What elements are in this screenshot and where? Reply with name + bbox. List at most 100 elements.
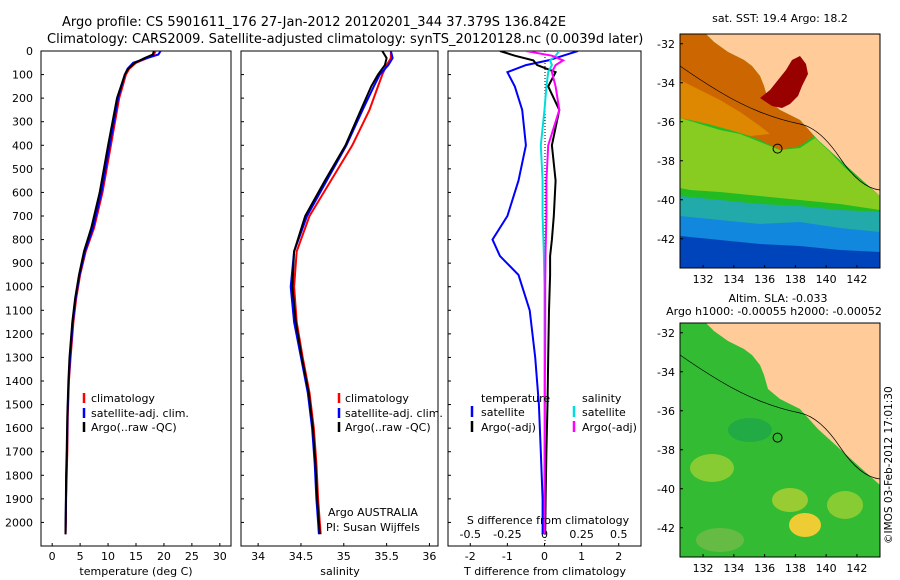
map-y-tick-label: -36 bbox=[657, 116, 675, 129]
sst-deep-blue-band bbox=[680, 236, 880, 268]
map-x-tick-label: 142 bbox=[846, 562, 867, 575]
x-tick-label: 25 bbox=[185, 550, 199, 563]
sst-map-frame bbox=[679, 33, 881, 269]
difference-x-ticks: -2 -1 0 1 2 bbox=[465, 543, 622, 563]
map-y-tick-label: -34 bbox=[657, 77, 675, 90]
sla-anomaly-peak bbox=[789, 513, 821, 537]
s-tick-label: 0.5 bbox=[610, 528, 628, 541]
map-y-tick-label: -42 bbox=[657, 522, 675, 535]
x-tick-label: 0 bbox=[541, 550, 548, 563]
sla-anomaly-high bbox=[696, 528, 744, 552]
series-line-climatology bbox=[293, 51, 392, 535]
map-x-tick-label: 136 bbox=[754, 273, 775, 286]
series-line-argo-raw-qc- bbox=[291, 51, 388, 535]
depth-tick-label: 1300 bbox=[5, 351, 33, 364]
x-tick-label: 15 bbox=[129, 550, 143, 563]
temperature-x-label: temperature (deg C) bbox=[79, 565, 192, 578]
map-y-tick-label: -36 bbox=[657, 405, 675, 418]
map-y-tick-label: -32 bbox=[657, 327, 675, 340]
salinity-x-ticks: 34 34.5 35 35.5 36 bbox=[251, 543, 436, 563]
x-tick-label: 1 bbox=[578, 550, 585, 563]
sla-map-frame bbox=[679, 322, 881, 558]
x-tick-label: 34 bbox=[251, 550, 265, 563]
depth-tick-label: 1100 bbox=[5, 304, 33, 317]
s-tick-label: 0 bbox=[541, 528, 548, 541]
map-x-tick-label: 132 bbox=[693, 273, 714, 286]
legend-temperature-heading: temperature bbox=[481, 392, 550, 405]
legend-label-s-argo: Argo(-adj) bbox=[582, 421, 637, 434]
x-tick-label: 0 bbox=[49, 550, 56, 563]
temperature-legend: climatology satellite-adj. clim. Argo(..… bbox=[82, 392, 189, 434]
depth-tick-label: 1800 bbox=[5, 469, 33, 482]
x-tick-label: 20 bbox=[157, 550, 171, 563]
depth-tick-label: 2000 bbox=[5, 516, 33, 529]
legend-label-t-satellite: satellite bbox=[481, 406, 525, 419]
depth-tick-label: 1400 bbox=[5, 375, 33, 388]
salinity-panel-frame bbox=[240, 50, 439, 547]
sst-map-ticks: 132 134 136 138 140 142 -32 -34 -36 -38 -40 -42 bbox=[657, 38, 867, 286]
sla-map-subtitle: Argo h1000: -0.00055 h2000: -0.00052 bbox=[666, 305, 882, 318]
x-tick-label: -2 bbox=[465, 550, 476, 563]
sla-anomaly-low bbox=[728, 418, 772, 442]
map-y-tick-label: -32 bbox=[657, 38, 675, 51]
s-tick-label: -0.5 bbox=[460, 528, 481, 541]
depth-tick-label: 1700 bbox=[5, 446, 33, 459]
sst-warm-band bbox=[680, 80, 770, 136]
series-line-climatology bbox=[64, 51, 157, 535]
depth-tick-label: 600 bbox=[12, 186, 33, 199]
sla-anomaly-high bbox=[827, 491, 863, 519]
sst-float-marker bbox=[772, 143, 783, 154]
series-line-salinity-argo-adj- bbox=[525, 51, 566, 535]
header-line-1: Argo profile: CS 5901611_176 27-Jan-2012… bbox=[62, 15, 566, 30]
s-tick-label: -0.25 bbox=[493, 528, 521, 541]
map-x-tick-label: 132 bbox=[693, 562, 714, 575]
map-y-tick-label: -40 bbox=[657, 483, 675, 496]
depth-tick-label: 200 bbox=[12, 92, 33, 105]
temperature-panel-frame bbox=[40, 50, 232, 547]
legend-label-satellite: satellite-adj. clim. bbox=[345, 407, 443, 420]
s-tick-label: 0.25 bbox=[569, 528, 594, 541]
map-x-tick-label: 134 bbox=[723, 562, 744, 575]
x-tick-label: 34.5 bbox=[289, 550, 314, 563]
legend-salinity-heading: salinity bbox=[582, 392, 622, 405]
float-owner-annotation: Argo AUSTRALIA bbox=[328, 506, 418, 519]
sst-map-image bbox=[680, 34, 880, 268]
header-line-2: Climatology: CARS2009. Satellite-adjuste… bbox=[47, 32, 643, 47]
series-line-argo-adj- bbox=[499, 51, 561, 535]
x-tick-label: 36 bbox=[422, 550, 436, 563]
sla-anomaly-high bbox=[690, 454, 734, 482]
map-y-tick-label: -38 bbox=[657, 444, 675, 457]
sla-anomaly-high bbox=[772, 488, 808, 512]
salinity-series bbox=[289, 51, 394, 535]
temperature-x-ticks: 0 5 10 15 20 25 30 bbox=[49, 543, 227, 563]
depth-tick-label: 0 bbox=[26, 45, 33, 58]
legend-label-s-satellite: satellite bbox=[582, 406, 626, 419]
difference-series bbox=[491, 51, 579, 535]
difference-s-ticks: -0.5 -0.25 0 0.25 0.5 bbox=[460, 528, 628, 541]
sla-contour bbox=[680, 354, 880, 480]
map-x-tick-label: 138 bbox=[785, 273, 806, 286]
float-pi-annotation: PI: Susan Wijffels bbox=[326, 521, 420, 534]
map-y-tick-label: -42 bbox=[657, 233, 675, 246]
map-y-tick-label: -40 bbox=[657, 194, 675, 207]
s-diff-label: S difference from climatology bbox=[467, 514, 630, 527]
imos-credit: ©IMOS 03-Feb-2012 17:01:30 bbox=[883, 386, 895, 544]
map-y-tick-label: -34 bbox=[657, 366, 675, 379]
x-tick-label: -1 bbox=[502, 550, 513, 563]
x-tick-label: 5 bbox=[77, 550, 84, 563]
salinity-x-label: salinity bbox=[320, 565, 360, 578]
legend-label-argo: Argo(..raw -QC) bbox=[345, 421, 431, 434]
map-y-tick-label: -38 bbox=[657, 155, 675, 168]
depth-tick-label: 100 bbox=[12, 69, 33, 82]
map-x-tick-label: 140 bbox=[816, 562, 837, 575]
legend-label-argo: Argo(..raw -QC) bbox=[91, 421, 177, 434]
x-tick-label: 35 bbox=[337, 550, 351, 563]
x-tick-label: 35.5 bbox=[374, 550, 399, 563]
sla-map-image bbox=[680, 323, 880, 557]
sst-gulf-hot bbox=[760, 56, 808, 108]
depth-tick-label: 1600 bbox=[5, 422, 33, 435]
x-tick-label: 2 bbox=[615, 550, 622, 563]
x-tick-label: 10 bbox=[101, 550, 115, 563]
map-x-tick-label: 138 bbox=[785, 562, 806, 575]
